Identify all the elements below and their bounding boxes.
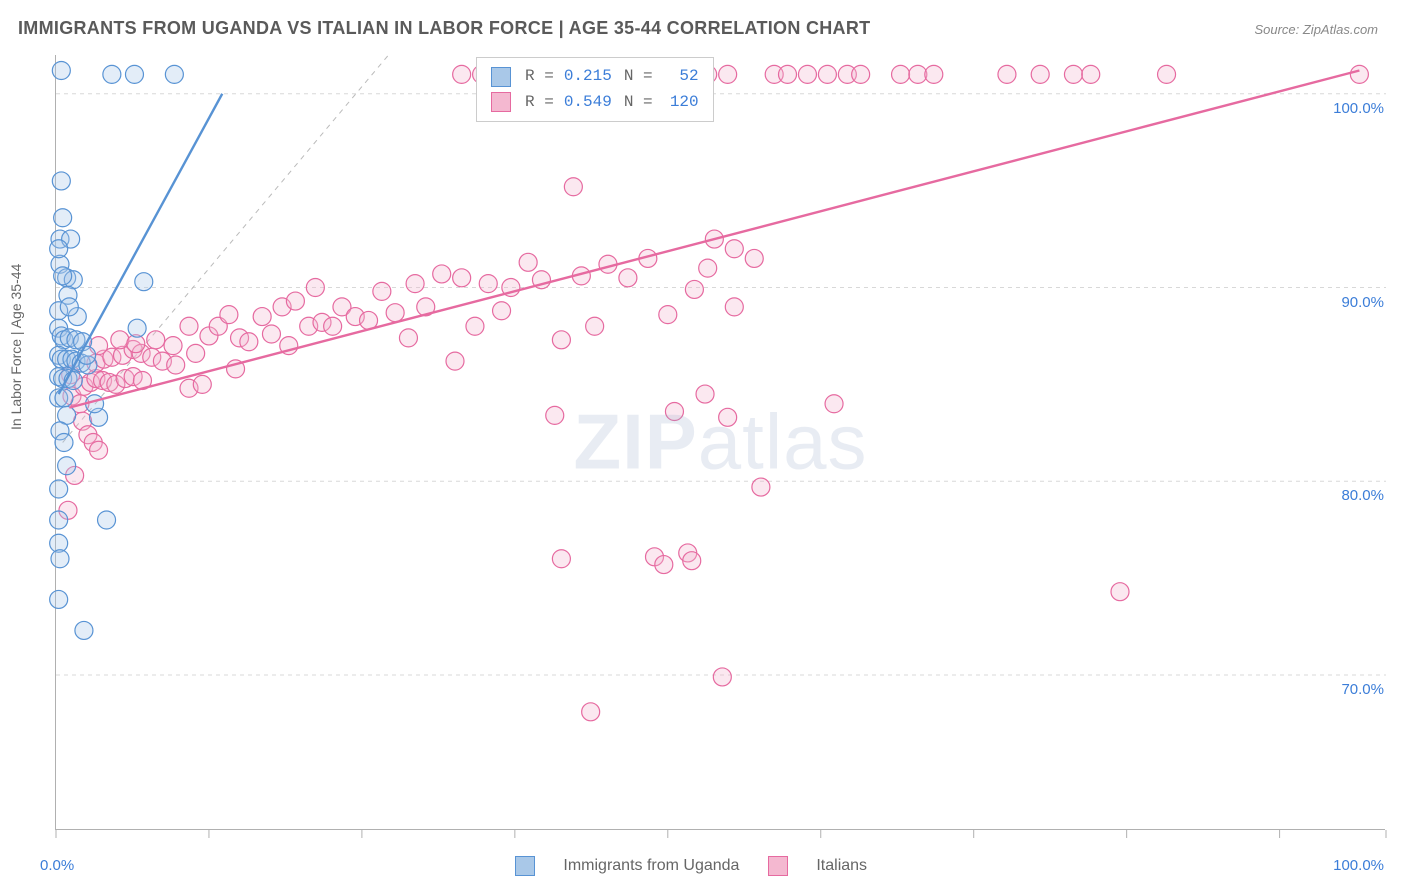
swatch-uganda [491, 67, 511, 87]
legend-label-uganda: Immigrants from Uganda [563, 857, 739, 874]
legend-swatch-uganda [515, 856, 535, 876]
chart-title: IMMIGRANTS FROM UGANDA VS ITALIAN IN LAB… [18, 18, 870, 39]
chart-svg [56, 55, 1385, 829]
bottom-legend: Immigrants from Uganda Italians [0, 856, 1406, 876]
n-value-uganda: 52 [663, 64, 699, 90]
source-label: Source: ZipAtlas.com [1254, 22, 1378, 37]
y-tick-label: 80.0% [1341, 487, 1384, 504]
r-value-uganda: 0.215 [564, 64, 614, 90]
stats-row-uganda: R = 0.215 N = 52 [491, 64, 699, 90]
plot-area: ZIPatlas R = 0.215 N = 52 R = 0.549 N = … [55, 55, 1385, 830]
y-axis-title: In Labor Force | Age 35-44 [8, 264, 24, 430]
swatch-italians [491, 92, 511, 112]
n-label: N = [624, 90, 653, 116]
y-tick-label: 100.0% [1333, 100, 1384, 117]
r-label: R = [525, 64, 554, 90]
r-value-italians: 0.549 [564, 90, 614, 116]
legend-label-italians: Italians [816, 857, 867, 874]
stats-box: R = 0.215 N = 52 R = 0.549 N = 120 [476, 57, 714, 122]
y-tick-label: 70.0% [1341, 681, 1384, 698]
n-label: N = [624, 64, 653, 90]
r-label: R = [525, 90, 554, 116]
n-value-italians: 120 [663, 90, 699, 116]
stats-row-italians: R = 0.549 N = 120 [491, 90, 699, 116]
legend-swatch-italians [768, 856, 788, 876]
y-tick-label: 90.0% [1341, 294, 1384, 311]
chart-container: IMMIGRANTS FROM UGANDA VS ITALIAN IN LAB… [0, 0, 1406, 892]
